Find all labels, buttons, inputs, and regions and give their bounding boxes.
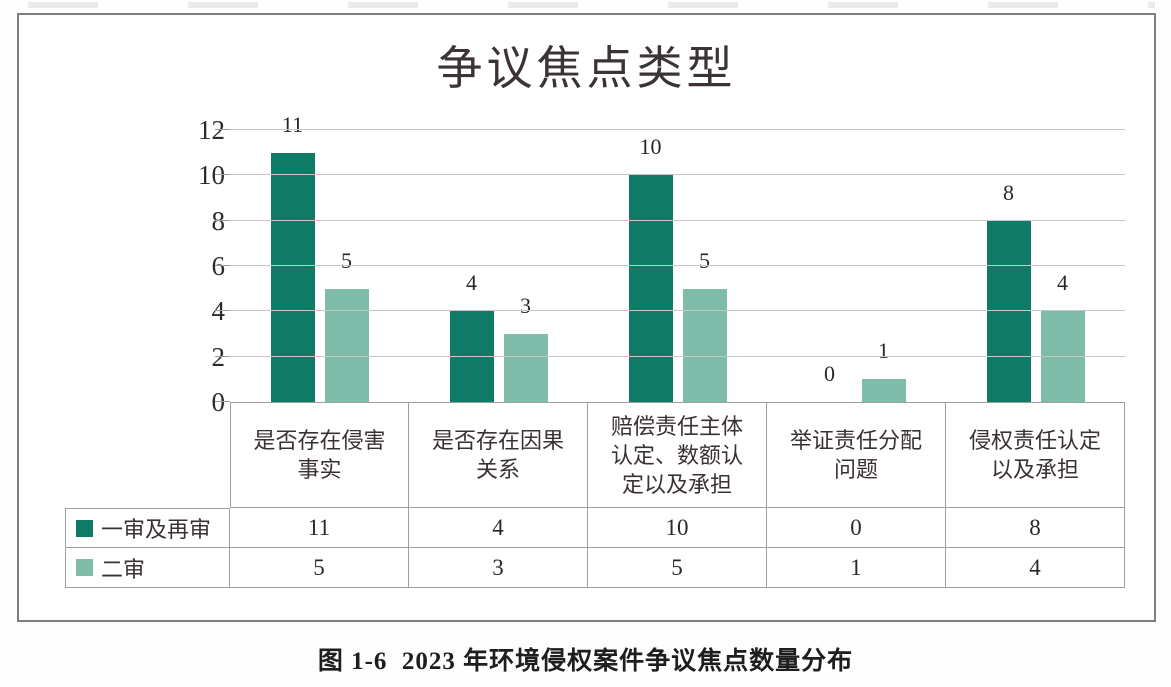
table-value-cell: 1 bbox=[767, 548, 946, 588]
table-value-cell: 4 bbox=[946, 548, 1125, 588]
bar-groups: 11 5 4 3 10 5 0 1 8 4 bbox=[230, 112, 1125, 402]
y-tick-mark bbox=[215, 129, 230, 130]
y-axis-label: 8 bbox=[211, 205, 226, 236]
bar-second-instance: 4 bbox=[1040, 270, 1085, 402]
legend-swatch bbox=[76, 559, 93, 576]
table-value-cell: 3 bbox=[409, 548, 588, 588]
gridline bbox=[230, 265, 1125, 266]
legend-series-name: 一审及再审 bbox=[101, 517, 212, 542]
y-axis-label: 4 bbox=[211, 296, 226, 327]
bar-value-label: 0 bbox=[824, 361, 835, 386]
table-value-cell: 8 bbox=[946, 508, 1125, 548]
figure-caption: 图 1-6 2023 年环境侵权案件争议焦点数量分布 bbox=[317, 648, 854, 675]
bar-value-label: 8 bbox=[1003, 179, 1014, 205]
y-tick-mark bbox=[215, 219, 230, 221]
scan-artifact bbox=[28, 2, 1155, 8]
category-label-line: 侵权责任认定 bbox=[968, 428, 1101, 453]
y-axis-label: 10 bbox=[198, 160, 225, 191]
y-axis-labels: 0 2 4 6 8 10 12 bbox=[137, 115, 226, 417]
bar-value-label: 11 bbox=[281, 111, 304, 137]
data-table: 是否存在侵害 事实 是否存在因果 关系 赔偿责任主体 认定、数额认 定以及承担 举证责任分配问… bbox=[65, 402, 1125, 588]
bar-second-instance: 5 bbox=[682, 248, 727, 402]
category-header-cell: 是否存在侵害 事实 bbox=[230, 402, 409, 508]
legend-swatch bbox=[76, 519, 93, 537]
y-tick-mark bbox=[215, 355, 230, 357]
category-label-line: 问题 bbox=[833, 457, 878, 482]
bar-first-and-retrial: 10 bbox=[628, 134, 673, 402]
table-value-cell: 0 bbox=[767, 508, 946, 548]
bar-value-label: 4 bbox=[466, 270, 477, 296]
bar-group: 11 5 bbox=[230, 112, 409, 402]
bar-value-label: 4 bbox=[1057, 270, 1068, 296]
y-axis-label: 6 bbox=[211, 251, 226, 281]
category-label-line: 定以及承担 bbox=[621, 471, 732, 497]
category-label-line: 是否存在侵害 bbox=[253, 428, 386, 453]
category-label-line: 事实 bbox=[297, 457, 342, 482]
plot-area: 11 5 4 3 10 5 0 1 8 4 bbox=[215, 112, 1125, 402]
chart-frame: 争议焦点类型 0 2 4 6 8 10 12 11 5 4 3 10 5 0 1 8 4 是否存在侵害 事实 是否… bbox=[17, 13, 1156, 622]
table-value-cell: 10 bbox=[588, 508, 767, 548]
bar-second-instance: 3 bbox=[503, 293, 548, 402]
bar-group: 10 5 bbox=[588, 130, 767, 402]
y-tick-mark bbox=[215, 401, 230, 402]
bar-value-label: 5 bbox=[341, 247, 352, 273]
table-value-cell: 5 bbox=[230, 548, 409, 588]
bar-second-instance: 1 bbox=[861, 338, 906, 402]
bar-first-and-retrial: 4 bbox=[449, 270, 494, 402]
y-axis-label: 12 bbox=[198, 115, 225, 145]
category-label-line: 是否存在因果 bbox=[431, 428, 564, 453]
y-tick-mark bbox=[215, 310, 230, 312]
table-value-cell: 4 bbox=[409, 508, 588, 548]
bar-value-label: 10 bbox=[639, 134, 662, 160]
legend-cell: 一审及再审 bbox=[65, 508, 230, 548]
y-tick-mark bbox=[215, 174, 230, 176]
category-label-line: 举证责任分配 bbox=[789, 428, 922, 453]
category-header-cell: 赔偿责任主体 认定、数额认 定以及承担 bbox=[588, 402, 767, 508]
y-tick-mark bbox=[215, 265, 230, 266]
category-label-line: 赔偿责任主体 bbox=[610, 413, 743, 439]
category-label-line: 认定、数额认 bbox=[610, 442, 743, 468]
category-header-cell: 举证责任分配 问题 bbox=[767, 402, 946, 508]
y-axis-label: 2 bbox=[211, 341, 226, 372]
category-label-line: 关系 bbox=[475, 457, 520, 482]
legend-cell: 二审 bbox=[65, 548, 230, 588]
bar-value-label: 1 bbox=[878, 338, 889, 364]
bar-value-label: 3 bbox=[520, 293, 531, 318]
bar-value-label: 5 bbox=[699, 247, 710, 273]
gridline bbox=[230, 355, 1125, 357]
table-value-cell: 5 bbox=[588, 548, 767, 588]
gridline bbox=[230, 129, 1125, 130]
table-value-cell: 11 bbox=[230, 508, 409, 548]
gridline bbox=[230, 310, 1125, 312]
category-header-cell: 侵权责任认定 以及承担 bbox=[946, 402, 1125, 508]
category-header-cell: 是否存在因果 关系 bbox=[409, 402, 588, 508]
chart-title: 争议焦点类型 bbox=[436, 43, 737, 94]
category-label-line: 以及承担 bbox=[990, 457, 1079, 482]
y-axis-label: 0 bbox=[211, 387, 226, 417]
bar-second-instance: 5 bbox=[324, 248, 369, 402]
gridline bbox=[230, 219, 1125, 221]
bar-first-and-retrial: 11 bbox=[270, 112, 315, 402]
legend-series-name: 二审 bbox=[101, 556, 146, 582]
table-corner-cell bbox=[65, 402, 230, 508]
gridline bbox=[230, 174, 1125, 176]
